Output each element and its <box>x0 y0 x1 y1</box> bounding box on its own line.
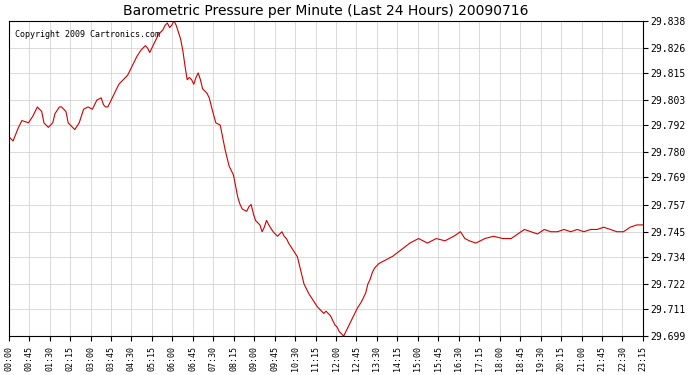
Title: Barometric Pressure per Minute (Last 24 Hours) 20090716: Barometric Pressure per Minute (Last 24 … <box>123 4 529 18</box>
Text: Copyright 2009 Cartronics.com: Copyright 2009 Cartronics.com <box>15 30 160 39</box>
